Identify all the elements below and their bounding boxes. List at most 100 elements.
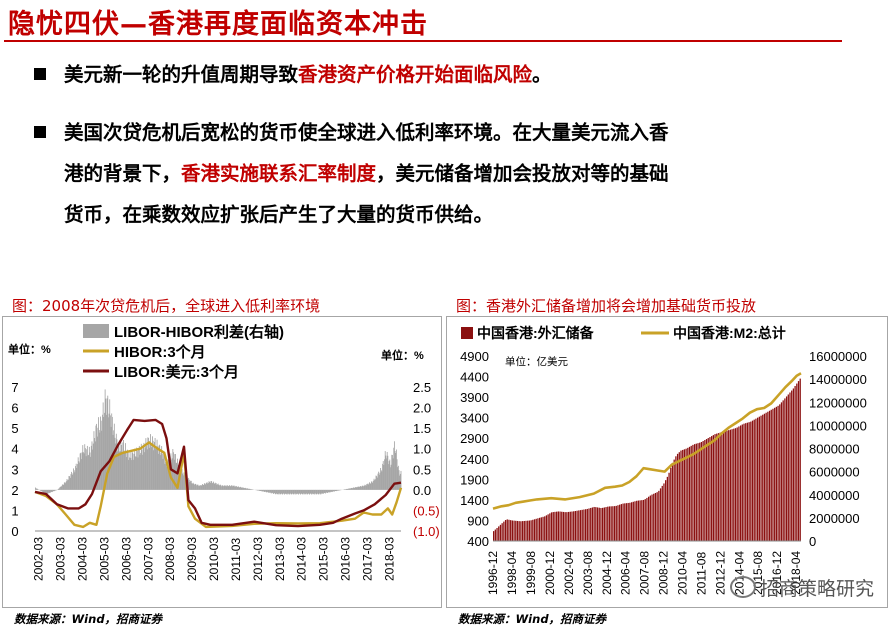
spread-bar — [320, 489, 322, 495]
reserve-bar — [661, 485, 663, 541]
spread-bar — [387, 455, 389, 490]
spread-bar — [257, 489, 259, 491]
reserve-bar — [528, 520, 531, 541]
reserve-bar — [564, 512, 566, 541]
spread-bar — [211, 481, 213, 490]
spread-bar — [239, 487, 241, 490]
bullet-2-part: ，美元储备增加会投放对等的基础 — [376, 162, 669, 185]
spread-bar — [286, 489, 288, 495]
bullet-2-highlight: 香港实施联系汇率制度 — [181, 162, 377, 185]
left-chart-frame — [2, 316, 442, 608]
spread-bar — [347, 488, 349, 490]
spread-bar — [382, 461, 384, 490]
spread-bar — [360, 486, 362, 490]
spread-bar — [259, 489, 261, 491]
spread-bar — [383, 465, 385, 490]
reserve-bar — [792, 388, 795, 541]
spread-bar — [61, 484, 63, 490]
spread-bar — [395, 449, 397, 490]
spread-bar — [90, 456, 92, 490]
reserve-bar — [641, 500, 643, 541]
spread-bar — [334, 489, 336, 492]
spread-bar — [390, 467, 391, 490]
spread-bar — [391, 454, 393, 490]
reserve-bar — [530, 520, 532, 541]
reserve-bar — [634, 501, 636, 541]
right-y-tick-label: 0 — [809, 534, 816, 549]
reserve-bar — [651, 494, 653, 541]
spread-bar — [224, 485, 226, 490]
reserve-bar — [624, 503, 626, 541]
spread-bar — [126, 457, 128, 490]
spread-bar — [130, 460, 132, 490]
spread-bar — [349, 488, 351, 490]
spread-bar — [50, 489, 52, 492]
reserve-bar — [682, 449, 684, 541]
reserve-bar — [615, 505, 617, 541]
reserve-bar — [739, 425, 742, 541]
x-tick-label: 2004-03 — [76, 537, 90, 581]
spread-bar — [181, 469, 183, 490]
bullet-1-highlight: 香港资产价格开始面临风险 — [298, 63, 533, 86]
spread-bar — [241, 487, 243, 490]
wechat-logo-icon — [729, 576, 756, 598]
reserve-bar — [743, 423, 745, 541]
spread-bar — [167, 466, 169, 490]
reserve-bar — [794, 386, 796, 541]
spread-bar — [243, 488, 245, 490]
reserve-bar — [566, 512, 568, 541]
reserve-bar — [613, 506, 616, 541]
spread-bar — [214, 484, 216, 490]
spread-bar — [58, 488, 59, 490]
spread-bar — [155, 448, 157, 490]
reserve-bar — [562, 511, 565, 541]
spread-bar — [81, 459, 82, 490]
spread-bar — [121, 452, 123, 490]
spread-bar — [264, 489, 266, 492]
reserve-bar — [636, 500, 638, 541]
spread-bar — [326, 489, 328, 493]
reserve-bar — [697, 443, 699, 541]
spread-bar — [317, 489, 319, 495]
reserve-bar — [704, 440, 706, 541]
spread-bar — [79, 453, 81, 490]
spread-bar — [155, 449, 157, 490]
spread-bar — [284, 489, 286, 494]
spread-bar — [381, 471, 383, 490]
spread-bar — [250, 489, 252, 490]
legend-label: LIBOR-HIBOR利差(右轴) — [114, 323, 284, 341]
spread-bar — [105, 398, 107, 490]
spread-bar — [238, 486, 240, 490]
spread-bar — [379, 472, 381, 490]
spread-bar — [302, 489, 304, 495]
reserve-bar — [797, 381, 800, 541]
legend-swatch — [461, 327, 473, 339]
reserve-bar — [775, 406, 778, 541]
spread-bar — [355, 487, 357, 490]
spread-bar — [277, 489, 279, 495]
spread-bar — [356, 487, 358, 490]
spread-bar — [267, 489, 269, 493]
spread-bar — [364, 484, 366, 490]
spread-bar — [125, 450, 127, 490]
reserve-bar — [658, 490, 660, 541]
spread-bar — [119, 451, 121, 490]
spread-bar — [137, 457, 139, 490]
spread-bar — [306, 489, 308, 495]
spread-bar — [188, 479, 190, 490]
spread-bar — [190, 480, 192, 490]
reserve-bar — [516, 520, 519, 541]
spread-bar — [238, 487, 240, 490]
spread-bar — [293, 489, 295, 495]
spread-bar — [60, 486, 62, 490]
x-tick-label: 2004-12 — [600, 551, 614, 595]
spread-bar — [325, 489, 327, 493]
spread-bar — [197, 484, 199, 490]
spread-bar — [249, 489, 251, 490]
reserve-bar — [729, 429, 732, 541]
spread-bar — [194, 484, 195, 490]
spread-bar — [395, 452, 397, 490]
spread-bar — [205, 482, 207, 490]
reserve-bar — [738, 426, 740, 541]
spread-bar — [357, 486, 359, 490]
